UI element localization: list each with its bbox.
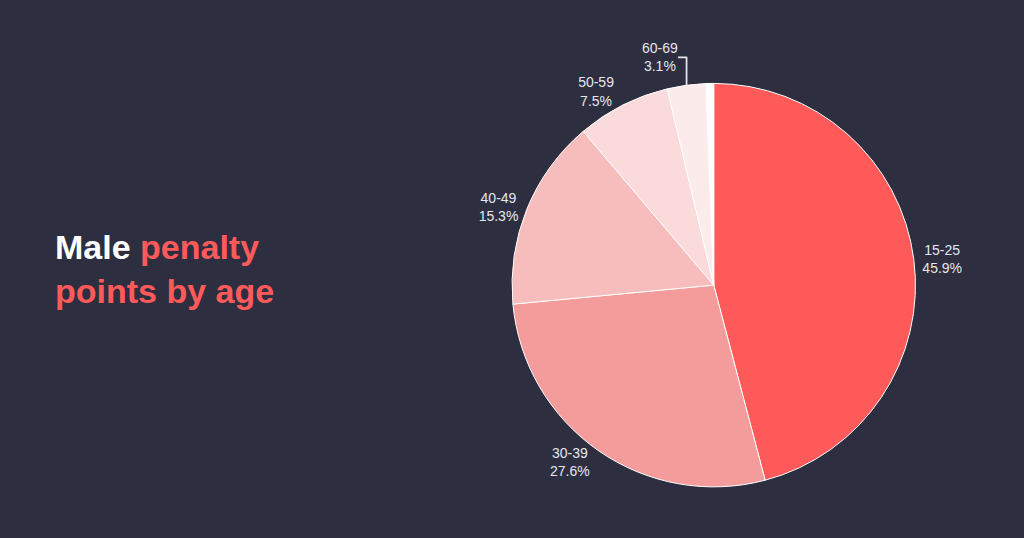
svg-text:50-597.5%: 50-597.5%	[578, 74, 614, 108]
svg-text:15-2545.9%: 15-2545.9%	[922, 242, 962, 276]
svg-text:60-693.1%: 60-693.1%	[642, 40, 678, 74]
svg-text:40-4915.3%: 40-4915.3%	[479, 190, 519, 224]
svg-text:30-3927.6%: 30-3927.6%	[550, 445, 590, 479]
svg-text:Male penaltypoints by age: Male penaltypoints by age	[55, 228, 274, 310]
